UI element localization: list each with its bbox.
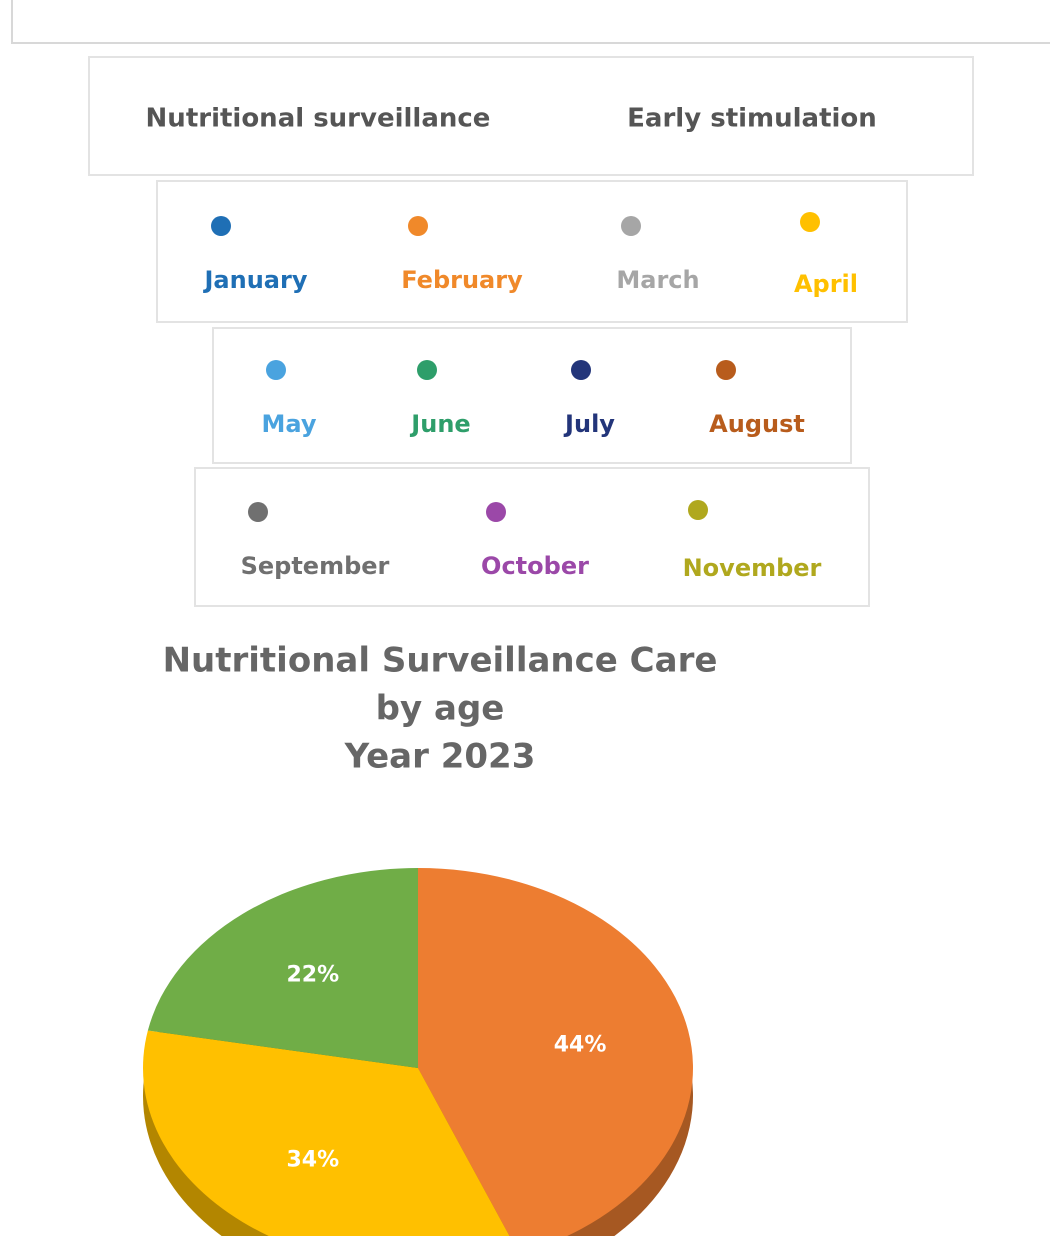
legend-dot[interactable] [248,502,268,522]
top-bar [11,0,1050,44]
legend-label[interactable]: January [203,266,308,294]
legend-dot[interactable] [211,216,231,236]
data-label: 22% [286,963,339,988]
legend-label[interactable]: April [794,270,858,298]
legend-dot[interactable] [800,212,820,232]
legend-label[interactable]: May [262,410,317,438]
legend-dot[interactable] [266,360,286,380]
legend-label[interactable]: February [401,266,523,294]
legend-row [212,327,852,464]
legend-label[interactable]: September [241,552,390,580]
tab-bar [88,56,974,176]
legend-label[interactable]: March [616,266,699,294]
legend-label[interactable]: June [409,410,470,438]
legend-label[interactable]: October [481,552,589,580]
legend-dot[interactable] [486,502,506,522]
legend-label[interactable]: July [563,410,615,438]
legend-label[interactable]: August [709,410,805,438]
legend-dot[interactable] [571,360,591,380]
legend-dot[interactable] [688,500,708,520]
pie-slice [147,868,418,1068]
legend-dot[interactable] [621,216,641,236]
legend-dot[interactable] [417,360,437,380]
pie-slice [143,1030,510,1236]
legend-row [156,180,908,323]
legend-dot[interactable] [716,360,736,380]
legend-row [194,467,870,607]
chart-title: by age [376,689,505,729]
legend-label[interactable]: November [683,554,822,582]
pie-slice [418,868,694,1236]
chart-title: Year 2023 [344,737,536,777]
data-label: 34% [286,1147,339,1172]
tab[interactable]: Early stimulation [627,104,877,134]
chart-title: Nutritional Surveillance Care [163,641,718,681]
legend-dot[interactable] [408,216,428,236]
data-label: 44% [554,1033,607,1058]
tab[interactable]: Nutritional surveillance [146,104,491,134]
